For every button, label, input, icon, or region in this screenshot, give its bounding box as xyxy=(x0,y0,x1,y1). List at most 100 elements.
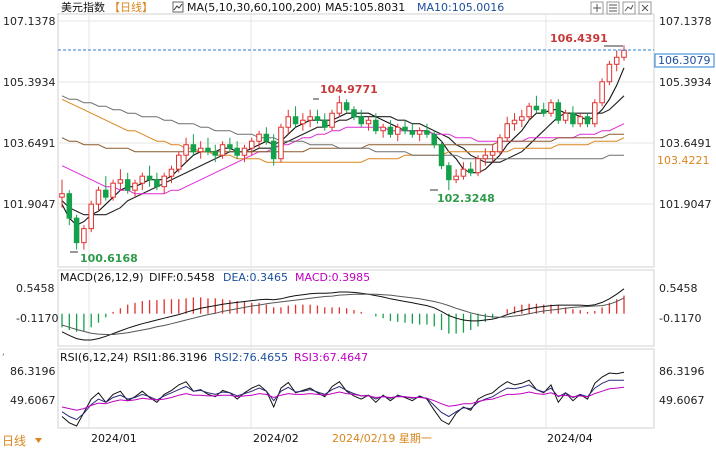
candle xyxy=(599,81,605,104)
left-tick-3: 103.6491 xyxy=(3,137,56,150)
candle xyxy=(321,119,328,128)
x-label-jan: 2024/01 xyxy=(91,432,137,445)
moving-average-lines xyxy=(61,67,625,226)
settings-icon[interactable] xyxy=(622,1,636,15)
main-panel[interactable] xyxy=(57,13,655,268)
rsi3-line xyxy=(61,386,625,411)
right-tick-4: 101.9047 xyxy=(659,198,712,211)
candle xyxy=(482,154,489,160)
candle xyxy=(526,105,532,118)
candle xyxy=(555,102,562,121)
candle xyxy=(511,119,518,125)
macd-value: MACD:0.3985 xyxy=(295,271,370,284)
rsi-tick-right-1: 86.3196 xyxy=(659,365,705,378)
candle xyxy=(453,175,459,181)
rsi-tick-left-1: 86.3196 xyxy=(10,365,56,378)
macd-series xyxy=(61,288,625,341)
right-tick-3: 103.6491 xyxy=(659,137,712,150)
last-price-tag: 106.3079 xyxy=(654,53,715,68)
indicator-icon[interactable] xyxy=(606,1,620,15)
ma-label: MA(5,10,30,60,100,200) xyxy=(187,1,321,14)
candle xyxy=(387,126,394,135)
rsi-label: RSI(6,12,24) xyxy=(60,351,128,364)
candle xyxy=(577,116,583,125)
chevron-down-icon xyxy=(35,438,42,443)
macd-tick-left-1: 0.5458 xyxy=(16,282,55,295)
rsi-cursor-glyph: ʻ xyxy=(2,353,5,363)
candle xyxy=(95,189,102,205)
candle xyxy=(161,175,167,188)
period-label[interactable]: 【日线】 xyxy=(109,0,153,14)
instrument-name: 美元指数 xyxy=(61,0,105,14)
candle xyxy=(146,175,153,181)
rsi1-value: RSI1:86.3196 xyxy=(133,351,207,364)
rsi-tick-right-2: 49.6067 xyxy=(659,394,705,407)
candle xyxy=(504,123,510,139)
candle xyxy=(66,193,73,219)
crosshair-icon[interactable] xyxy=(590,1,604,15)
ma-line-ma200 xyxy=(61,95,624,160)
rsi2-value: RSI2:76.4655 xyxy=(214,351,288,364)
rsi-panel[interactable] xyxy=(57,348,655,429)
ma-line-ma100 xyxy=(61,98,625,163)
candle xyxy=(351,109,357,118)
candle xyxy=(497,137,503,153)
macd-tick-right-2: -0.1170 xyxy=(659,312,701,325)
candle xyxy=(409,130,416,135)
ma-settings-icon[interactable] xyxy=(172,1,184,13)
candle xyxy=(241,147,248,156)
candle xyxy=(300,119,306,125)
candle xyxy=(562,112,569,121)
candle xyxy=(606,63,613,83)
candle xyxy=(540,109,547,114)
candle xyxy=(424,130,430,135)
candle xyxy=(81,228,87,244)
candle xyxy=(88,203,94,230)
candle xyxy=(438,144,445,167)
macd-tick-right-1: 0.5458 xyxy=(659,282,698,295)
candle xyxy=(431,133,437,146)
rsi-series xyxy=(61,371,625,427)
annotation-low-1: 100.6168 xyxy=(80,252,138,265)
candle xyxy=(212,151,219,156)
close-icon[interactable] xyxy=(638,1,652,15)
rsi-tick-left-2: 49.6067 xyxy=(10,394,56,407)
macd-tick-left-2: -0.1170 xyxy=(16,312,58,325)
candle xyxy=(249,140,255,149)
candle xyxy=(292,116,299,125)
macd-dea: DEA:0.3465 xyxy=(223,271,288,284)
candle xyxy=(59,193,65,198)
candle xyxy=(256,133,262,142)
period-button[interactable]: 日线 xyxy=(2,434,42,448)
x-label-apr: 2024/04 xyxy=(547,432,593,445)
x-cursor-date: 2024/02/19 星期一 xyxy=(332,432,432,445)
candle xyxy=(380,126,386,132)
left-tick-4: 101.9047 xyxy=(3,198,56,211)
candle xyxy=(307,116,313,121)
candle xyxy=(132,182,138,191)
ma10-value: MA10:105.0016 xyxy=(417,1,504,14)
candle xyxy=(584,116,591,125)
candle xyxy=(278,126,284,160)
candle xyxy=(329,112,335,128)
candle xyxy=(263,133,270,142)
candle xyxy=(168,168,175,177)
candle xyxy=(613,56,620,65)
right-tick-2: 105.3934 xyxy=(659,76,712,89)
annotation-high-2: 106.4391 xyxy=(550,32,608,45)
candle xyxy=(394,126,401,135)
candle xyxy=(270,140,277,160)
candle xyxy=(446,165,452,181)
candle xyxy=(416,130,423,135)
candle xyxy=(489,151,496,156)
candle xyxy=(343,102,350,111)
candle xyxy=(124,179,131,191)
candlestick-series xyxy=(59,45,627,250)
annotation-high-1: 104.9771 xyxy=(320,83,378,96)
candle xyxy=(227,144,233,149)
candle xyxy=(314,116,321,121)
candle xyxy=(73,217,80,244)
candle xyxy=(402,126,408,132)
candle xyxy=(519,116,525,121)
